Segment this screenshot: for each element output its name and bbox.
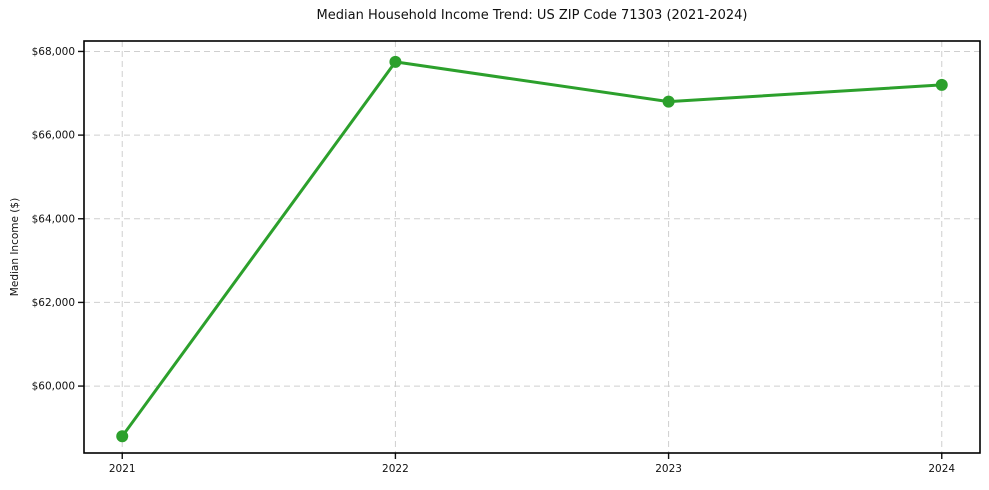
income-trend-line <box>120 60 944 438</box>
data-point-marker-2023 <box>662 95 675 108</box>
data-point-marker-2022 <box>389 55 402 68</box>
data-point-marker-2021 <box>116 430 129 443</box>
chart-title: Median Household Income Trend: US ZIP Co… <box>316 8 748 23</box>
data-point-marker-2024 <box>935 78 948 91</box>
y-tick-label: $60,000 <box>32 381 75 393</box>
y-tick-label: $68,000 <box>32 46 75 58</box>
plot-frame <box>83 40 981 454</box>
x-tick-label: 2021 <box>109 463 136 475</box>
x-tick-label: 2022 <box>382 463 409 475</box>
x-tick-label: 2024 <box>928 463 955 475</box>
y-tick-label: $64,000 <box>32 213 75 225</box>
y-tick-label: $66,000 <box>32 130 75 142</box>
y-tick-label: $62,000 <box>32 297 75 309</box>
x-tick-label: 2023 <box>655 463 682 475</box>
